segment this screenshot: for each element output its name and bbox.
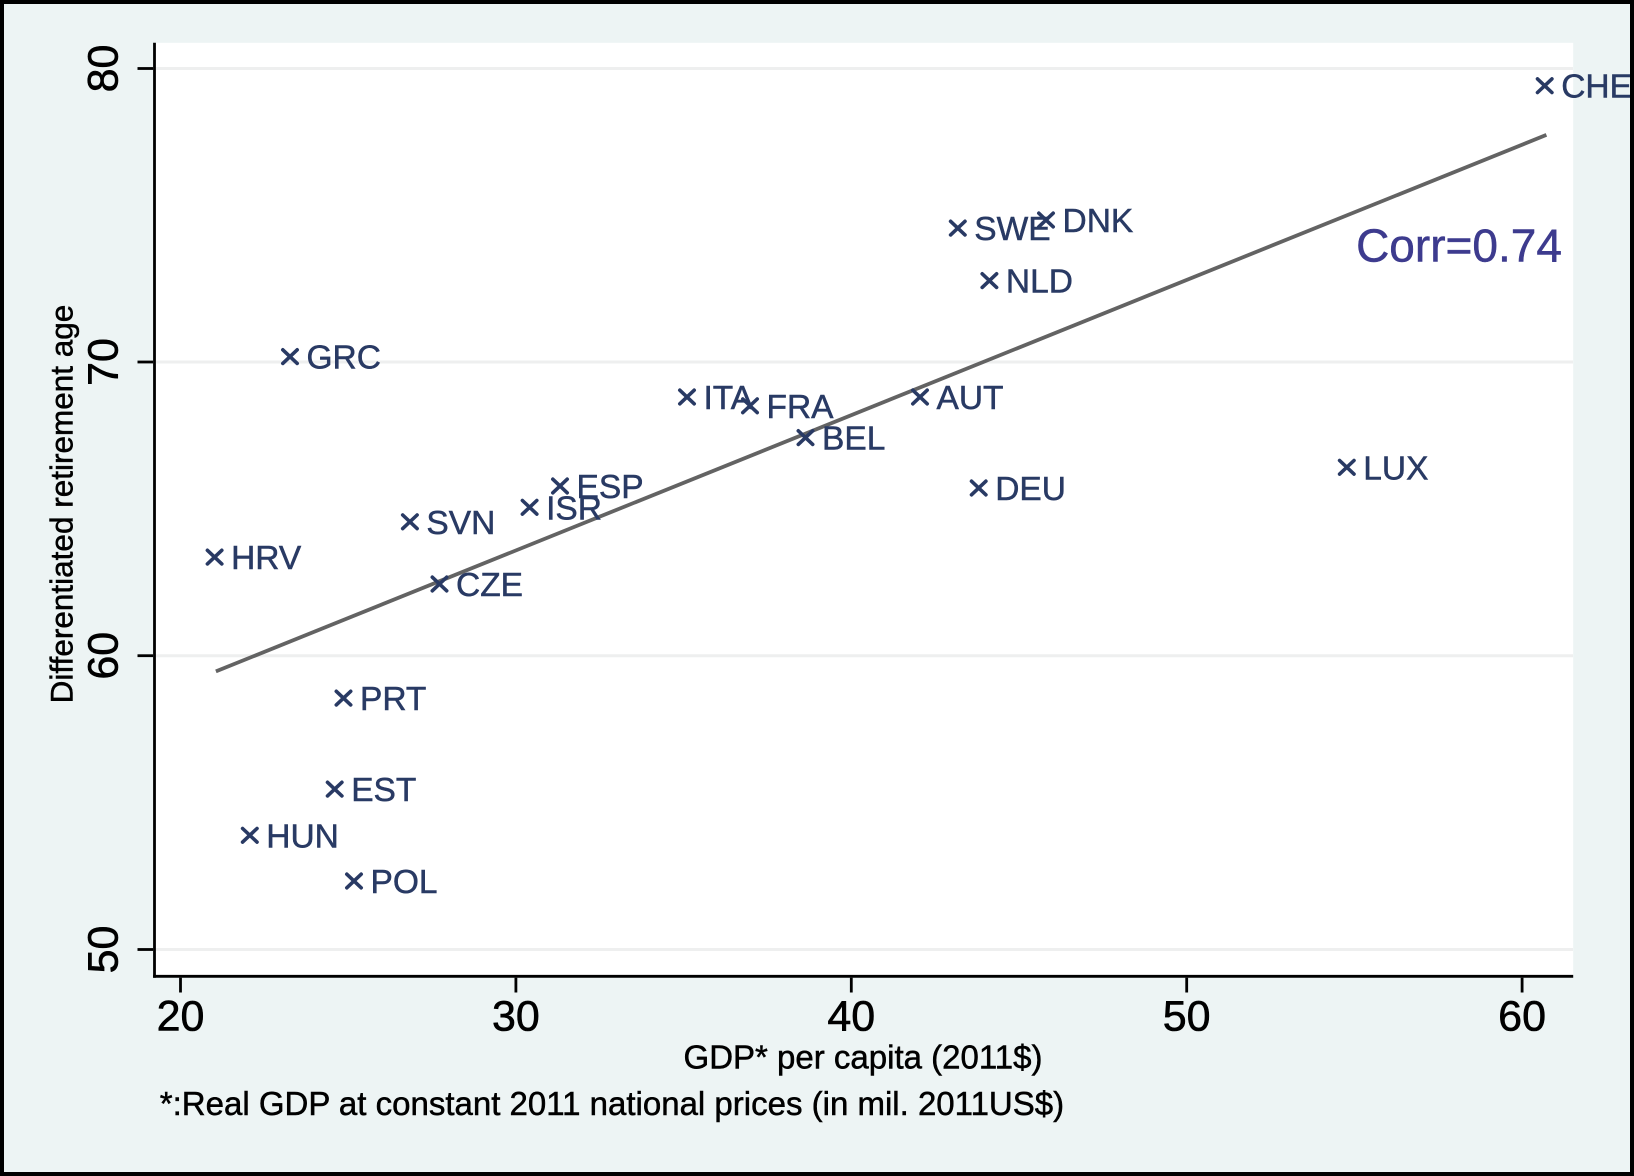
svg-text:FRA: FRA — [767, 389, 835, 426]
svg-text:ISR: ISR — [546, 490, 602, 527]
svg-text:ITA: ITA — [704, 380, 754, 417]
svg-text:HRV: HRV — [231, 540, 302, 577]
svg-text:CZE: CZE — [456, 567, 523, 604]
svg-text:BEL: BEL — [822, 421, 885, 458]
svg-text:60: 60 — [80, 632, 128, 680]
svg-text:Corr=0.74: Corr=0.74 — [1356, 220, 1562, 272]
svg-text:NLD: NLD — [1006, 264, 1073, 301]
svg-text:AUT: AUT — [937, 380, 1004, 417]
svg-text:20: 20 — [157, 992, 205, 1040]
svg-text:50: 50 — [80, 926, 128, 974]
svg-text:POL: POL — [371, 864, 438, 901]
svg-text:DEU: DEU — [995, 471, 1066, 508]
svg-text:60: 60 — [1498, 992, 1546, 1040]
svg-text:Differentiated retirement age: Differentiated retirement age — [44, 305, 80, 704]
svg-text:70: 70 — [80, 338, 128, 386]
svg-text:*:Real GDP at constant 2011 na: *:Real GDP at constant 2011 national pri… — [160, 1085, 1064, 1122]
svg-text:SWE: SWE — [974, 211, 1050, 248]
svg-text:HUN: HUN — [266, 818, 339, 855]
svg-text:PRT: PRT — [360, 681, 426, 718]
svg-text:40: 40 — [827, 992, 875, 1040]
svg-text:DNK: DNK — [1063, 203, 1134, 240]
svg-text:EST: EST — [351, 772, 416, 809]
svg-text:CHE: CHE — [1561, 69, 1632, 106]
svg-text:30: 30 — [492, 992, 540, 1040]
svg-text:SVN: SVN — [426, 505, 495, 542]
svg-text:ESP: ESP — [577, 469, 644, 506]
svg-text:GDP* per capita (2011$): GDP* per capita (2011$) — [684, 1039, 1043, 1076]
svg-text:50: 50 — [1163, 992, 1211, 1040]
svg-text:80: 80 — [80, 45, 128, 93]
svg-text:GRC: GRC — [307, 340, 381, 377]
svg-text:LUX: LUX — [1363, 450, 1428, 487]
